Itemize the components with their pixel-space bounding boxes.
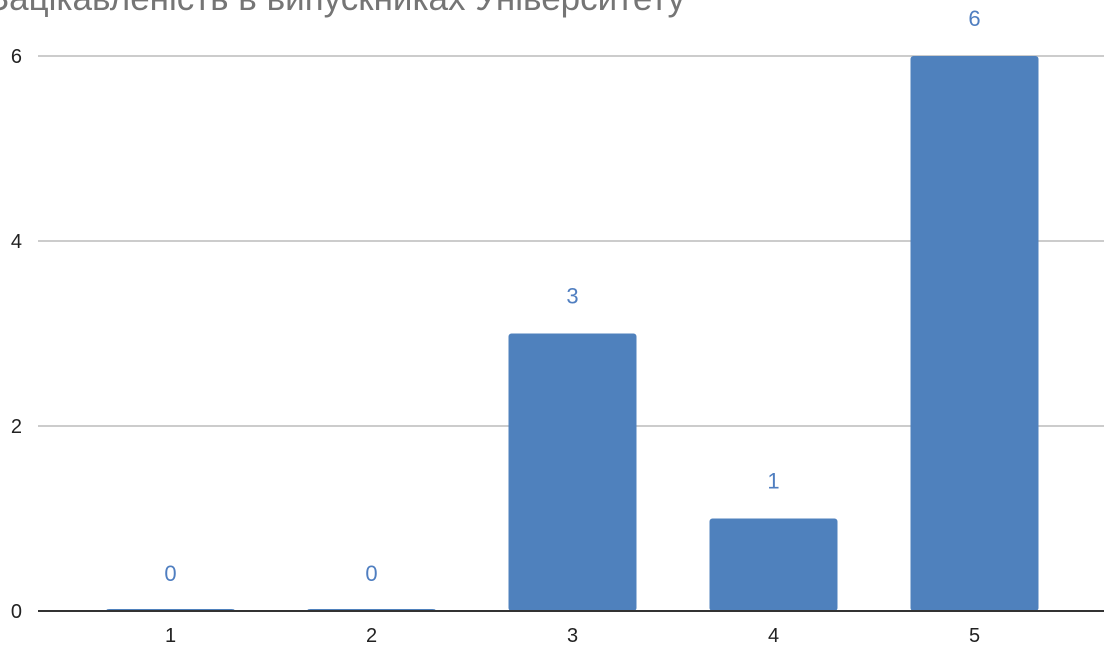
y-tick-label: 4: [11, 231, 22, 253]
data-label: 3: [566, 284, 578, 309]
data-labels: 0 0 3 1 6: [164, 6, 980, 586]
bars: [106, 56, 1039, 611]
y-tick-label: 2: [11, 416, 22, 438]
x-axis-ticks: 1 2 3 4 5: [165, 625, 980, 645]
y-tick-label: 6: [11, 46, 22, 68]
bar: [709, 518, 838, 611]
data-label: 6: [968, 6, 980, 31]
bar: [508, 333, 637, 611]
y-tick-label: 0: [11, 601, 22, 623]
bar: [910, 56, 1039, 611]
x-tick-label: 5: [969, 625, 980, 645]
chart-title: Зацікавленість в випускниках Університет…: [0, 0, 686, 18]
x-tick-label: 1: [165, 625, 176, 645]
x-tick-label: 3: [567, 625, 578, 645]
x-tick-label: 2: [366, 625, 377, 645]
data-label: 1: [767, 469, 779, 494]
y-axis-ticks: 0 2 4 6: [11, 46, 22, 623]
data-label: 0: [365, 561, 377, 586]
x-tick-label: 4: [768, 625, 779, 645]
data-label: 0: [164, 561, 176, 586]
